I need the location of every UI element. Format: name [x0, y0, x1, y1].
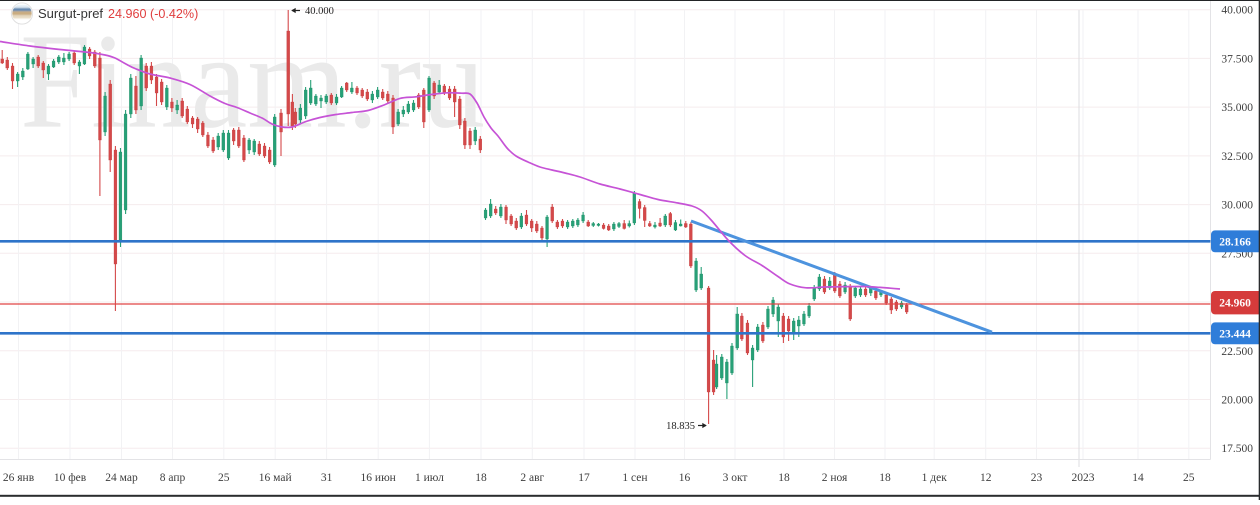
svg-text:22.500: 22.500	[1221, 346, 1253, 358]
svg-text:32.500: 32.500	[1221, 151, 1253, 163]
svg-text:10 фев: 10 фев	[54, 472, 87, 484]
svg-text:2 ноя: 2 ноя	[822, 472, 848, 484]
svg-text:Surgut-pref: Surgut-pref	[38, 6, 103, 21]
svg-text:23.444: 23.444	[1219, 328, 1251, 340]
svg-text:1 июл: 1 июл	[415, 472, 444, 484]
svg-text:40.000: 40.000	[305, 6, 334, 17]
svg-text:17.500: 17.500	[1221, 443, 1253, 455]
svg-text:8 апр: 8 апр	[160, 472, 186, 484]
svg-text:2 авг: 2 авг	[520, 472, 544, 484]
svg-text:35.000: 35.000	[1221, 102, 1253, 114]
svg-text:17: 17	[578, 472, 590, 484]
svg-text:24 мар: 24 мар	[105, 472, 138, 484]
svg-text:1 сен: 1 сен	[622, 472, 647, 484]
svg-text:25: 25	[1183, 472, 1195, 484]
svg-text:Finam.ru: Finam.ru	[20, 5, 485, 156]
svg-text:40.000: 40.000	[1221, 5, 1253, 17]
svg-text:18: 18	[475, 472, 487, 484]
svg-text:28.166: 28.166	[1219, 236, 1251, 248]
svg-text:23: 23	[1031, 472, 1043, 484]
svg-text:24.960 (-0.42%): 24.960 (-0.42%)	[108, 7, 198, 21]
svg-text:31: 31	[321, 472, 333, 484]
svg-text:24.960: 24.960	[1219, 298, 1251, 310]
svg-text:16: 16	[679, 472, 691, 484]
svg-text:16 июн: 16 июн	[361, 472, 396, 484]
svg-text:18: 18	[778, 472, 790, 484]
svg-text:37.500: 37.500	[1221, 53, 1253, 65]
svg-text:3 окт: 3 окт	[723, 472, 748, 484]
svg-text:18.835: 18.835	[666, 421, 695, 432]
svg-text:20.000: 20.000	[1221, 395, 1253, 407]
svg-text:18: 18	[879, 472, 891, 484]
svg-text:14: 14	[1132, 472, 1144, 484]
svg-text:12: 12	[980, 472, 992, 484]
svg-text:25: 25	[218, 472, 230, 484]
svg-text:26 янв: 26 янв	[3, 472, 35, 484]
svg-text:30.000: 30.000	[1221, 200, 1253, 212]
svg-text:16 май: 16 май	[259, 472, 292, 484]
svg-text:2023: 2023	[1072, 472, 1095, 484]
svg-text:1 дек: 1 дек	[922, 472, 948, 484]
